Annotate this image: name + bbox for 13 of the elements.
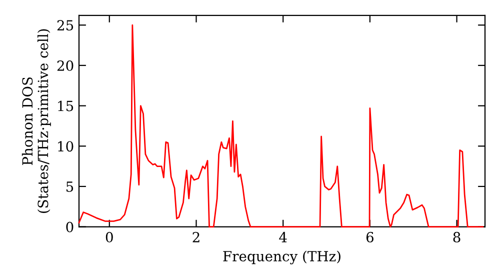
y-tick-label: 0 bbox=[66, 222, 74, 232]
y-tick-label: 10 bbox=[58, 141, 74, 152]
y-tick-label: 20 bbox=[57, 60, 74, 71]
x-tick-label: 8 bbox=[453, 232, 460, 242]
x-tick-label: 4 bbox=[279, 232, 287, 242]
x-axis-title: Frequency (THz) bbox=[223, 250, 340, 264]
x-tick-label: 0 bbox=[106, 232, 113, 242]
y-tick-label: 5 bbox=[66, 182, 74, 192]
x-tick-label: 6 bbox=[366, 232, 374, 242]
y-tick-label: 15 bbox=[58, 100, 74, 112]
y-axis-title: Phonon DOS (States/THz·primitive cell) bbox=[22, 29, 51, 213]
y-tick-label: 25 bbox=[57, 20, 74, 31]
x-tick-label: 2 bbox=[192, 232, 200, 242]
